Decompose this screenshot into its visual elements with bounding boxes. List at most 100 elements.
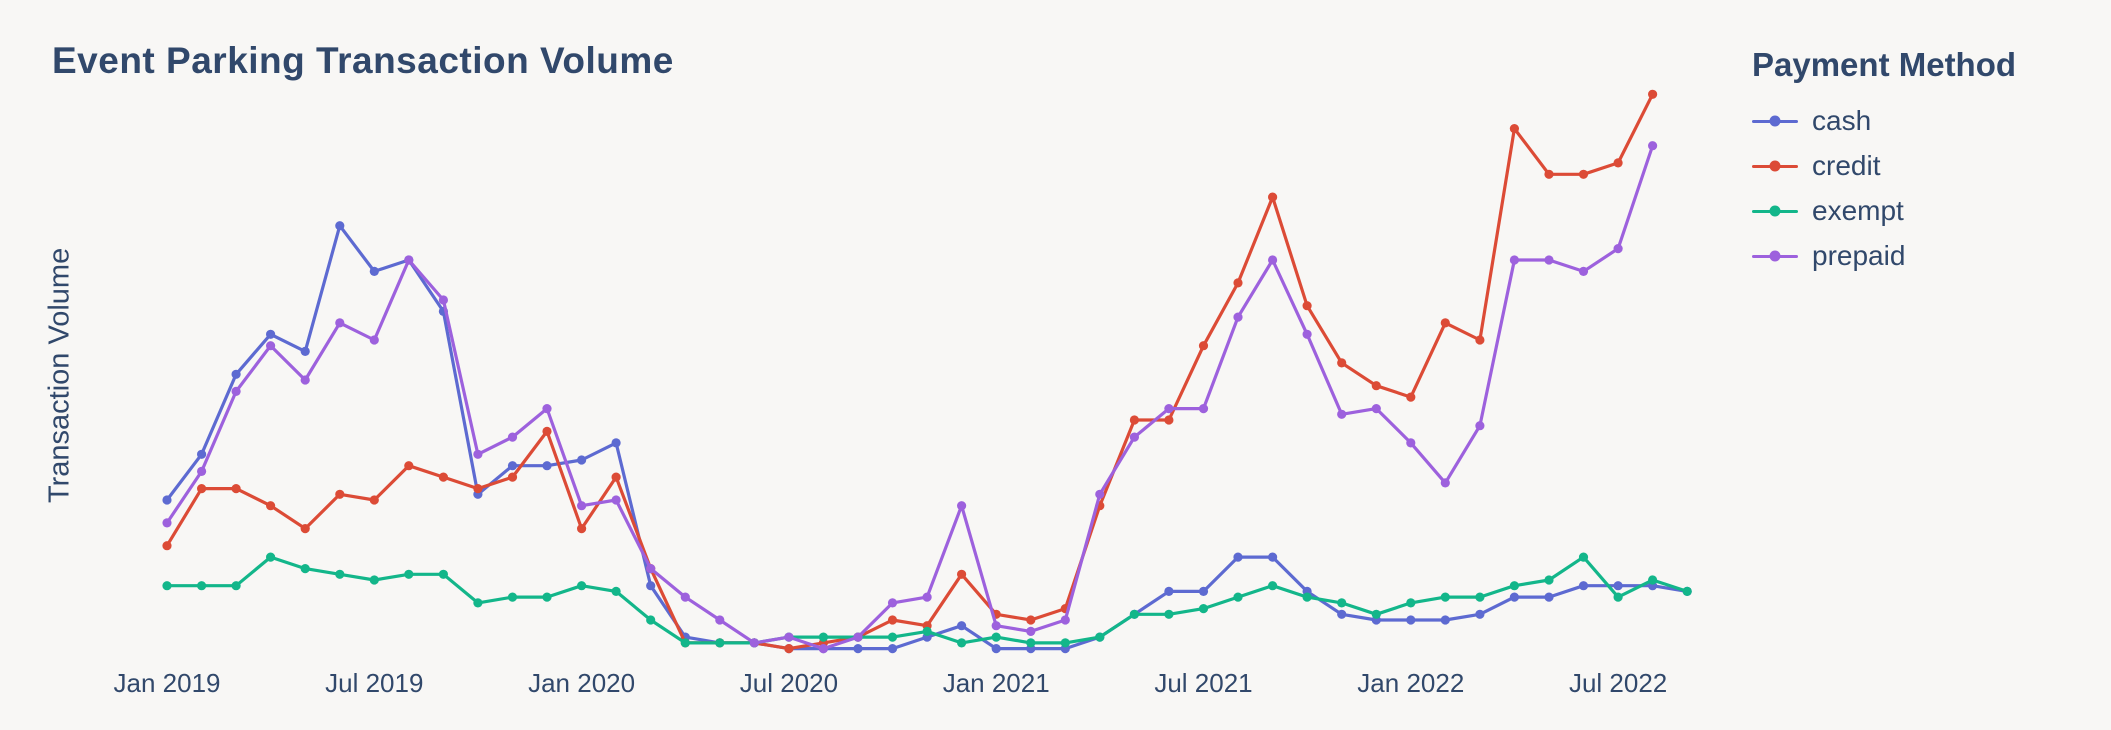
data-point-cash-42 (1613, 581, 1623, 591)
data-point-prepaid-21 (887, 598, 898, 608)
data-point-prepaid-32 (1268, 255, 1278, 265)
data-point-cash-6 (369, 266, 379, 276)
data-point-prepaid-23 (957, 501, 967, 511)
data-point-credit-12 (577, 524, 587, 534)
data-point-cash-39 (1509, 592, 1519, 602)
data-point-prepaid-30 (1198, 404, 1209, 414)
legend-label-credit: credit (1812, 149, 1881, 181)
data-point-exempt-42 (1613, 592, 1623, 602)
data-point-credit-36 (1406, 392, 1416, 402)
data-point-exempt-34 (1337, 598, 1347, 608)
data-point-cash-32 (1268, 552, 1278, 562)
data-point-cash-24 (991, 644, 1001, 654)
data-point-exempt-25 (1026, 638, 1036, 648)
data-point-prepaid-18 (784, 632, 794, 642)
data-point-credit-2 (231, 484, 241, 494)
series-line-prepaid (165, 144, 1655, 651)
data-point-exempt-5 (335, 569, 345, 579)
data-point-prepaid-7 (404, 255, 414, 265)
data-point-prepaid-5 (335, 318, 345, 328)
data-point-cash-20 (853, 644, 863, 654)
legend-item-cash[interactable]: cash (1752, 98, 2102, 143)
data-point-credit-34 (1337, 358, 1347, 368)
data-point-credit-37 (1440, 318, 1450, 328)
data-point-prepaid-8 (438, 295, 448, 305)
x-tick-label-jan-2019: Jan 2019 (113, 668, 221, 698)
data-point-prepaid-19 (818, 644, 829, 654)
data-point-exempt-14 (646, 615, 656, 625)
data-point-exempt-41 (1578, 552, 1589, 562)
data-point-prepaid-17 (749, 638, 759, 648)
data-point-prepaid-29 (1164, 404, 1174, 414)
data-point-prepaid-35 (1371, 404, 1381, 414)
legend-item-exempt[interactable]: exempt (1752, 188, 2102, 233)
data-point-exempt-39 (1509, 581, 1519, 591)
data-point-cash-1 (197, 449, 207, 459)
data-point-exempt-8 (438, 569, 448, 579)
data-point-prepaid-2 (231, 386, 241, 396)
data-point-exempt-15 (680, 638, 690, 648)
data-point-exempt-1 (197, 581, 207, 591)
legend-marker-exempt (1752, 205, 1798, 217)
x-tick-label-jul-2019: Jul 2019 (325, 668, 424, 698)
data-point-cash-29 (1164, 586, 1174, 597)
data-point-exempt-2 (231, 581, 241, 591)
data-point-exempt-26 (1060, 638, 1070, 648)
data-point-credit-10 (507, 472, 518, 482)
data-point-exempt-6 (369, 575, 379, 585)
data-point-exempt-13 (611, 586, 621, 597)
x-tick-label-jul-2022: Jul 2022 (1568, 668, 1668, 698)
data-point-exempt-43 (1648, 575, 1658, 585)
data-point-prepaid-14 (646, 564, 656, 574)
data-point-cash-38 (1475, 609, 1485, 619)
data-point-prepaid-13 (611, 495, 621, 505)
data-point-prepaid-1 (197, 466, 207, 476)
data-point-exempt-30 (1198, 604, 1209, 614)
data-point-credit-18 (784, 644, 794, 654)
data-point-prepaid-22 (922, 592, 932, 602)
data-point-cash-14 (646, 581, 656, 591)
data-point-cash-21 (887, 644, 898, 654)
data-point-credit-8 (438, 472, 448, 482)
data-point-cash-2 (231, 369, 241, 379)
data-point-prepaid-10 (507, 432, 518, 442)
data-point-prepaid-15 (680, 592, 690, 602)
data-point-cash-30 (1198, 586, 1209, 597)
data-point-exempt-37 (1440, 592, 1450, 602)
data-point-credit-25 (1026, 615, 1036, 625)
x-tick-label-jul-2020: Jul 2020 (739, 668, 839, 698)
data-point-credit-9 (473, 484, 483, 494)
data-point-prepaid-26 (1060, 615, 1070, 625)
legend-label-cash: cash (1812, 104, 1872, 136)
data-point-exempt-27 (1095, 632, 1105, 642)
data-point-exempt-29 (1164, 609, 1174, 619)
data-point-prepaid-41 (1578, 266, 1589, 276)
legend-marker-credit (1752, 160, 1798, 172)
data-point-prepaid-11 (542, 404, 552, 414)
data-point-prepaid-20 (853, 632, 863, 642)
chart-title: Event Parking Transaction Volume (52, 40, 674, 81)
data-point-credit-4 (300, 524, 310, 534)
data-point-prepaid-31 (1233, 312, 1243, 322)
data-point-exempt-4 (300, 564, 310, 574)
data-point-cash-5 (335, 221, 345, 231)
data-point-credit-3 (266, 501, 276, 511)
data-point-prepaid-25 (1026, 626, 1036, 637)
data-point-credit-11 (542, 426, 552, 436)
data-point-exempt-22 (922, 626, 932, 637)
data-point-cash-40 (1544, 592, 1554, 602)
data-point-credit-5 (335, 489, 345, 499)
data-point-cash-23 (957, 621, 967, 631)
data-point-credit-13 (611, 472, 621, 482)
data-point-prepaid-34 (1337, 409, 1347, 419)
data-point-credit-7 (404, 461, 414, 471)
data-point-exempt-0 (162, 581, 172, 591)
data-point-credit-40 (1544, 169, 1554, 179)
data-point-prepaid-4 (300, 375, 310, 385)
data-point-exempt-44 (1682, 586, 1692, 597)
data-point-exempt-40 (1544, 575, 1554, 585)
series-line-credit (165, 92, 1655, 651)
legend-item-prepaid[interactable]: prepaid (1752, 233, 2102, 278)
legend-item-credit[interactable]: credit (1752, 143, 2102, 188)
